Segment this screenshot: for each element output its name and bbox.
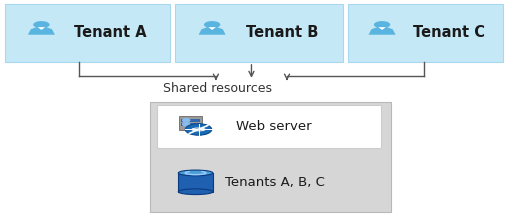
Circle shape	[182, 123, 190, 126]
FancyBboxPatch shape	[181, 119, 200, 122]
Ellipse shape	[178, 189, 213, 194]
Circle shape	[185, 124, 212, 135]
Circle shape	[33, 21, 50, 28]
Circle shape	[182, 119, 190, 122]
FancyBboxPatch shape	[175, 4, 343, 62]
FancyBboxPatch shape	[157, 105, 381, 148]
Text: Tenant C: Tenant C	[413, 25, 485, 40]
Text: Tenant B: Tenant B	[246, 25, 318, 40]
Polygon shape	[28, 27, 55, 35]
Polygon shape	[199, 27, 226, 35]
FancyBboxPatch shape	[150, 102, 391, 212]
Bar	[178, 173, 213, 192]
Text: Shared resources: Shared resources	[163, 82, 272, 95]
Polygon shape	[369, 27, 396, 35]
FancyBboxPatch shape	[181, 123, 200, 126]
Polygon shape	[38, 27, 45, 30]
Polygon shape	[208, 27, 216, 30]
Text: Tenant A: Tenant A	[75, 25, 147, 40]
Circle shape	[204, 21, 220, 28]
FancyBboxPatch shape	[348, 4, 503, 62]
Text: Web server: Web server	[236, 120, 312, 133]
Ellipse shape	[178, 170, 213, 176]
Polygon shape	[378, 27, 386, 30]
FancyBboxPatch shape	[5, 4, 170, 62]
FancyBboxPatch shape	[179, 116, 202, 130]
Text: Tenants A, B, C: Tenants A, B, C	[225, 176, 325, 189]
Circle shape	[374, 21, 390, 28]
